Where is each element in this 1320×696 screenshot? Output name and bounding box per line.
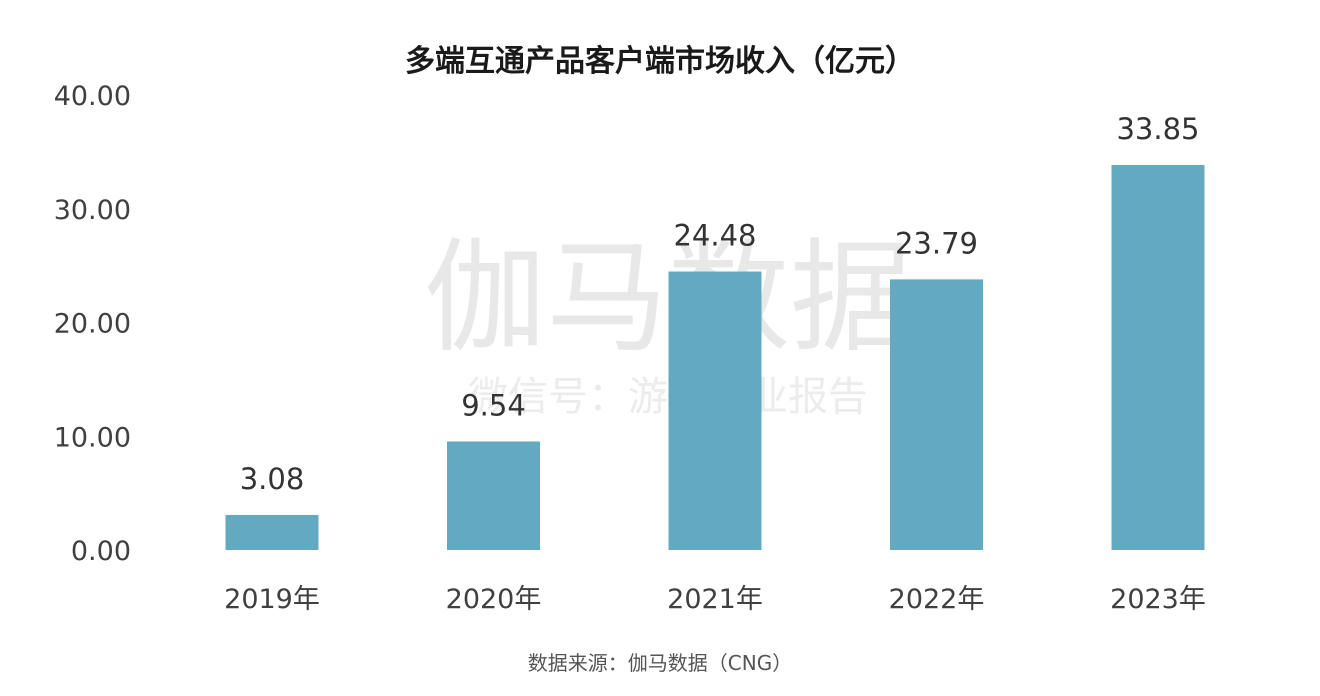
value-labels: 3.08 9.54 24.48 23.79 33.85 <box>240 112 1200 496</box>
y-axis: 0.00 10.00 20.00 30.00 40.00 <box>54 81 131 567</box>
bar <box>447 441 540 550</box>
bar-value-label: 23.79 <box>895 226 978 260</box>
bar <box>225 514 319 550</box>
watermark-sub: 微信号：游戏产业报告 <box>468 374 868 420</box>
x-tick-label: 2019年 <box>224 584 320 615</box>
chart-title: 多端互通产品客户端市场收入（亿元） <box>405 44 915 79</box>
bar <box>890 279 983 550</box>
bars <box>225 164 1205 551</box>
y-tick-label: 30.00 <box>54 195 131 226</box>
y-tick-label: 20.00 <box>54 309 131 340</box>
y-tick-label: 0.00 <box>71 536 131 567</box>
bar <box>1111 164 1205 551</box>
bar-value-label: 3.08 <box>240 462 305 496</box>
bar-value-label: 24.48 <box>673 219 756 253</box>
watermark-main: 伽马数据 <box>424 227 912 369</box>
watermark: 伽马数据 微信号：游戏产业报告 <box>424 227 912 420</box>
y-tick-label: 10.00 <box>54 422 131 453</box>
y-tick-label: 40.00 <box>54 81 131 112</box>
x-tick-label: 2023年 <box>1110 584 1206 615</box>
x-axis: 2019年 2020年 2021年 2022年 2023年 <box>224 584 1206 615</box>
bar-value-label: 33.85 <box>1116 112 1199 146</box>
x-tick-label: 2022年 <box>889 584 985 615</box>
x-tick-label: 2020年 <box>446 584 542 615</box>
x-tick-label: 2021年 <box>667 584 763 615</box>
source-note: 数据来源：伽马数据（CNG） <box>528 651 792 675</box>
bar <box>668 271 762 550</box>
bar-value-label: 9.54 <box>461 388 526 422</box>
